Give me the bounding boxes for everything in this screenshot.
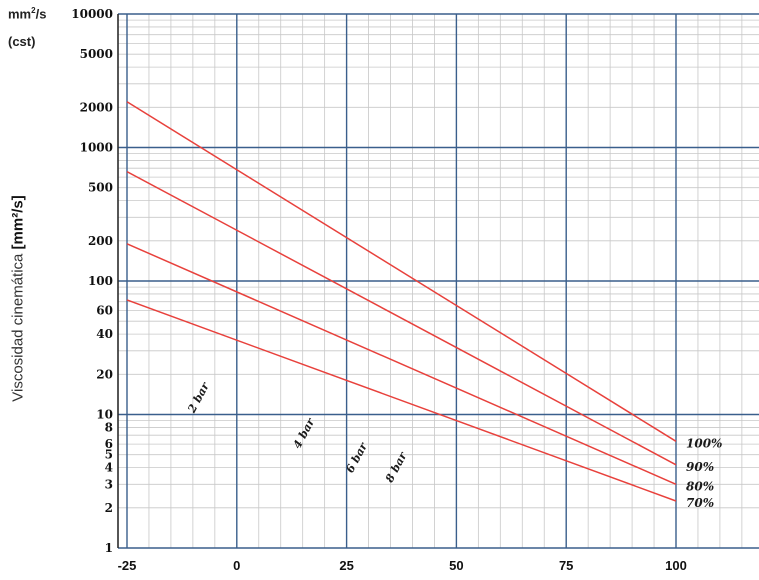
y-tick-label: 40 bbox=[96, 327, 113, 341]
y-tick-label: 4 bbox=[105, 461, 113, 475]
y-axis-title: Viscosidad cinemática [mm²/s] bbox=[9, 195, 27, 402]
y-tick-labels: 10000 5000 2000 1000 500 200 100 60 40 20 108 654 3 2… bbox=[71, 7, 113, 555]
y-tick-label: 20 bbox=[96, 367, 113, 381]
y-tick-label: 60 bbox=[96, 304, 113, 318]
series-line-80pct bbox=[126, 243, 677, 485]
y-tick-label: 1 bbox=[105, 541, 113, 555]
series-label-90pct: 90% bbox=[686, 460, 714, 474]
y-tick-label: 2 bbox=[105, 501, 113, 515]
x-tick-label: 25 bbox=[339, 558, 353, 573]
y-tick-label: 3 bbox=[105, 477, 113, 491]
series-label-80pct: 80% bbox=[686, 479, 714, 493]
series-line-90pct bbox=[126, 170, 677, 466]
y-tick-label: 2000 bbox=[80, 100, 113, 114]
series-end-labels: 100% 90% 80% 70% bbox=[686, 436, 722, 510]
y-unit-label: mm2/s bbox=[8, 6, 47, 22]
series-layer bbox=[126, 101, 677, 502]
series-label-70pct: 70% bbox=[686, 496, 714, 510]
x-tick-labels: -25 0 25 50 75 100 bbox=[118, 558, 687, 573]
x-tick-label: 75 bbox=[559, 558, 573, 573]
y-tick-label: 1000 bbox=[80, 141, 113, 155]
y-tick-label: 5 bbox=[105, 448, 113, 462]
y-tick-label: 10 bbox=[96, 408, 113, 422]
x-tick-label: 50 bbox=[449, 558, 463, 573]
y-tick-label: 200 bbox=[88, 234, 113, 248]
x-tick-label: 100 bbox=[665, 558, 687, 573]
series-line-100pct bbox=[126, 101, 677, 442]
y-tick-label: 6 bbox=[105, 437, 113, 451]
pressure-annotation: 2 bar bbox=[185, 379, 213, 415]
y-tick-label: 100 bbox=[88, 274, 113, 288]
y-tick-label: 5000 bbox=[80, 47, 113, 61]
series-line-70pct bbox=[126, 299, 677, 502]
y-tick-label: 500 bbox=[88, 181, 113, 195]
pressure-annotation: 6 bar bbox=[343, 440, 370, 476]
x-tick-label: 0 bbox=[233, 558, 240, 573]
y-tick-label: 10000 bbox=[71, 7, 113, 21]
y-unit-sublabel: (cst) bbox=[8, 34, 36, 49]
major-grid bbox=[117, 13, 759, 549]
series-label-100pct: 100% bbox=[686, 436, 722, 450]
y-tick-label: 8 bbox=[105, 420, 113, 434]
x-tick-label: -25 bbox=[118, 558, 137, 573]
